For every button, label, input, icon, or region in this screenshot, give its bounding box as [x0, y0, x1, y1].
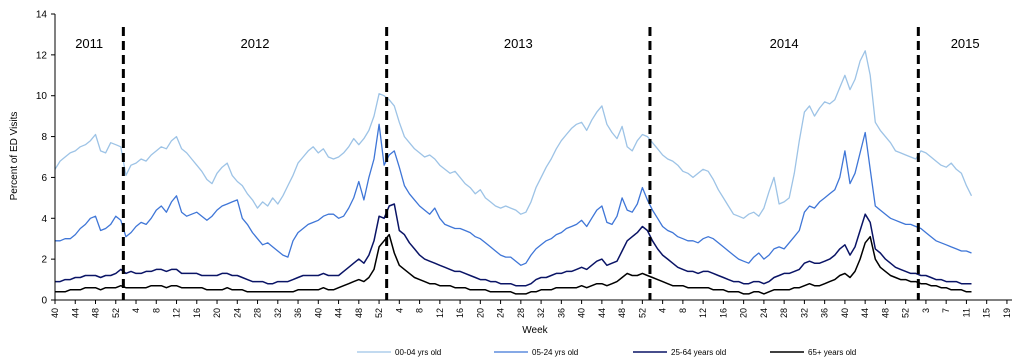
y-tick-label: 4: [41, 214, 47, 225]
x-tick-label: 24: [759, 308, 769, 318]
x-tick-label: 8: [415, 308, 425, 313]
x-tick-label: 48: [617, 308, 627, 318]
x-tick-label: 3: [921, 308, 931, 313]
x-tick-label: 32: [799, 308, 809, 318]
x-tick-label: 12: [172, 308, 182, 318]
y-axis-ticks: 0 2 4 6 8 10 12 14: [36, 10, 55, 307]
x-tick-label: 52: [111, 308, 121, 318]
x-tick-label: 8: [151, 308, 161, 313]
x-tick-label: 19: [1002, 308, 1012, 318]
x-axis-ticks: 40 44 48 52 4 8 12 16 20 24 28 32 36 40 44 48 52 4 8 12 16 20…: [50, 300, 1012, 318]
x-tick-label: 24: [496, 308, 506, 318]
x-tick-label: 44: [334, 308, 344, 318]
series-line-3: [55, 203, 972, 287]
year-labels: 2011 2012 2013 2014 2015: [75, 36, 979, 51]
x-tick-label: 7: [941, 308, 951, 313]
x-tick-label: 24: [232, 308, 242, 318]
x-tick-label: 36: [820, 308, 830, 318]
x-tick-label: 4: [394, 308, 404, 313]
x-tick-label: 20: [739, 308, 749, 318]
x-tick-label: 52: [374, 308, 384, 318]
x-tick-label: 52: [901, 308, 911, 318]
x-tick-label: 52: [637, 308, 647, 318]
x-tick-label: 20: [212, 308, 222, 318]
legend-label-4: 65+ years old: [808, 348, 856, 357]
x-tick-label: 48: [91, 308, 101, 318]
x-tick-label: 15: [982, 308, 992, 318]
x-tick-label: 48: [354, 308, 364, 318]
x-tick-label: 28: [516, 308, 526, 318]
year-label: 2013: [504, 36, 533, 51]
x-tick-label: 44: [860, 308, 870, 318]
x-tick-label: 4: [131, 308, 141, 313]
y-axis-label: Percent of ED Visits: [9, 112, 20, 201]
year-dividers: [121, 27, 920, 300]
x-tick-label: 44: [597, 308, 607, 318]
year-label: 2014: [770, 36, 799, 51]
series-layer: [54, 50, 973, 295]
legend-label-2: 05-24 yrs old: [532, 348, 578, 357]
legend: 00-04 yrs old 05-24 yrs old 25-64 years ol…: [357, 348, 856, 357]
y-tick-label: 2: [41, 255, 47, 266]
y-tick-label: 10: [36, 91, 48, 102]
x-tick-label: 40: [50, 308, 60, 318]
x-axis-label: Week: [522, 325, 548, 336]
year-label: 2011: [75, 36, 103, 51]
legend-label-1: 00-04 yrs old: [395, 348, 441, 357]
x-tick-label: 40: [840, 308, 850, 318]
x-tick-label: 12: [698, 308, 708, 318]
y-tick-label: 0: [41, 296, 47, 307]
y-tick-label: 14: [36, 10, 48, 21]
x-tick-label: 11: [961, 308, 971, 317]
series-line-4: [55, 233, 972, 295]
axes: [54, 14, 1012, 301]
x-tick-label: 16: [455, 308, 465, 318]
legend-label-3: 25-64 years old: [671, 348, 726, 357]
x-tick-label: 16: [718, 308, 728, 318]
x-tick-label: 40: [313, 308, 323, 318]
series-line-1: [54, 50, 973, 219]
x-tick-label: 48: [880, 308, 890, 318]
x-tick-label: 32: [273, 308, 283, 318]
y-tick-label: 12: [36, 50, 48, 61]
x-tick-label: 12: [435, 308, 445, 318]
x-tick-label: 36: [293, 308, 303, 318]
y-tick-label: 8: [41, 132, 47, 143]
x-tick-label: 20: [475, 308, 485, 318]
x-tick-label: 32: [536, 308, 546, 318]
x-tick-label: 28: [779, 308, 789, 318]
y-tick-label: 6: [41, 173, 47, 184]
year-label: 2012: [241, 36, 270, 51]
x-tick-label: 16: [192, 308, 202, 318]
series-line-2: [55, 123, 972, 266]
x-tick-label: 40: [577, 308, 587, 318]
x-tick-label: 28: [253, 308, 263, 318]
x-tick-label: 8: [678, 308, 688, 313]
x-tick-label: 44: [70, 308, 80, 318]
x-tick-label: 4: [658, 308, 668, 313]
year-label: 2015: [951, 36, 980, 51]
x-tick-label: 36: [556, 308, 566, 318]
